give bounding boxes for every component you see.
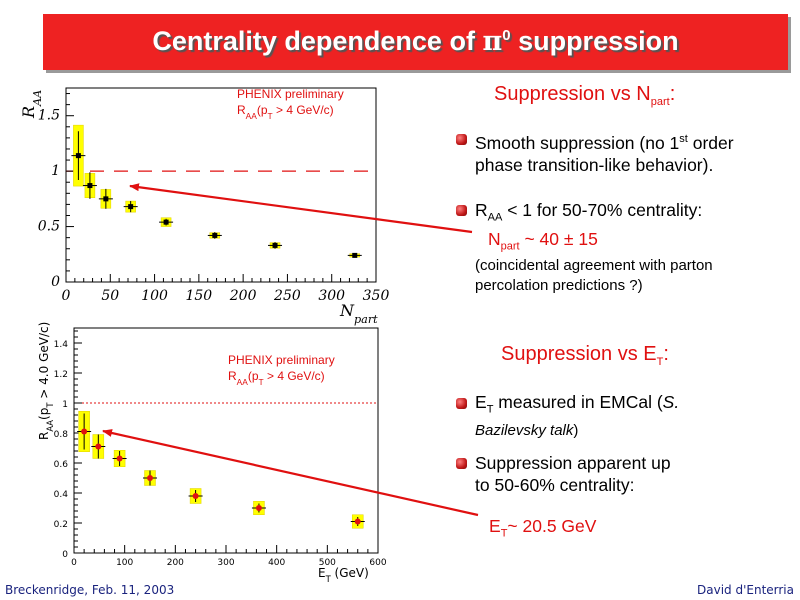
x-tick-label: 100 <box>116 558 133 568</box>
chart-rAA-vs-et: 0 100 200 300 400 500 600 0 0.2 0.4 0.6 0.8 1 1.2 1.4 P… <box>37 322 387 584</box>
data-point <box>128 204 134 210</box>
y-axis-label: RAA(pT > 4.0 GeV/c) <box>37 322 55 440</box>
y-tick-label: 1.5 <box>38 108 60 124</box>
y-axis-label: RAA <box>19 90 44 119</box>
y-tick-label: 0.2 <box>54 520 68 530</box>
x-tick-label: 0 <box>62 288 71 304</box>
data-point <box>95 443 102 450</box>
annotation-line2: RAA(pT > 4 GeV/c) <box>228 369 325 387</box>
x-tick-label: 300 <box>217 558 234 568</box>
data-point <box>87 183 93 189</box>
section1-note: (coincidental agreement with parton perc… <box>475 257 713 294</box>
x-tick-label: 100 <box>141 288 168 304</box>
data-point <box>272 242 278 248</box>
chart-rAA-vs-npart: 0 50 100 150 200 250 300 350 0 0.5 1 1.5 PHENIX prel… <box>19 87 389 326</box>
data-point <box>116 455 123 462</box>
annotation-arrows <box>102 183 479 517</box>
data-point <box>163 219 169 225</box>
npart-value: Npart ~ 40 ± 15 <box>488 229 598 253</box>
x-axis-label: Npart <box>339 301 378 326</box>
y-tick-label: 1.4 <box>54 340 69 350</box>
section2-heading: Suppression vs ET: <box>501 343 669 368</box>
annotation-line1: PHENIX preliminary <box>237 87 344 101</box>
annotation-line2: RAA(pT > 4 GeV/c) <box>237 103 334 121</box>
data-point <box>103 196 109 202</box>
arrow-npart <box>129 183 473 234</box>
x-tick-label: 200 <box>167 558 184 568</box>
section1-heading: Suppression vs Npart: <box>494 83 676 108</box>
x-tick-label: 50 <box>101 288 119 304</box>
section1-bullet1: Smooth suppression (no 1st order phase t… <box>475 132 734 175</box>
y-tick-label: 1.2 <box>54 370 68 380</box>
x-tick-label: 400 <box>268 558 285 568</box>
y-tick-label: 0.8 <box>54 430 69 440</box>
data-point <box>212 232 218 238</box>
data-point <box>81 428 88 435</box>
x-tick-label: 350 <box>363 288 390 304</box>
y-tick-label: 1 <box>51 163 60 179</box>
slide-title: Centrality dependence of π0 suppression <box>152 26 679 57</box>
data-point <box>354 518 361 525</box>
bullet-icon <box>456 134 467 145</box>
annotation-line1: PHENIX preliminary <box>228 353 335 367</box>
section1-bullet2: RAA < 1 for 50-70% centrality: <box>475 200 703 224</box>
x-tick-label: 150 <box>185 288 212 304</box>
x-axis-label: ET (GeV) <box>318 566 369 584</box>
x-tick-label: 0 <box>71 558 77 568</box>
data-point <box>255 505 262 511</box>
section2-bullet2: Suppression apparent up to 50-60% centra… <box>475 453 671 495</box>
data-point <box>352 252 358 258</box>
et-value: ET~ 20.5 GeV <box>489 516 597 540</box>
x-tick-label: 250 <box>273 288 301 304</box>
y-tick-label: 0 <box>51 274 60 290</box>
y-tick-label: 0.5 <box>38 219 60 235</box>
footer-left: Breckenridge, Feb. 11, 2003 <box>5 583 175 597</box>
plot-frame <box>65 87 377 283</box>
y-tick-label: 0.6 <box>54 460 69 470</box>
data-point <box>147 475 153 481</box>
x-tick-label: 200 <box>229 288 257 304</box>
footer-right: David d'Enterria <box>697 583 794 597</box>
y-tick-label: 0 <box>62 550 68 560</box>
y-tick-label: 1 <box>62 400 68 410</box>
x-tick-label: 300 <box>318 288 345 304</box>
title-bar: Centrality dependence of π0 suppression <box>43 14 788 70</box>
section2-bullet1: ET measured in EMCal (S. Bazilevsky talk… <box>475 392 680 439</box>
y-tick-label: 0.4 <box>54 490 69 500</box>
arrow-et <box>102 429 479 517</box>
x-tick-label: 500 <box>319 558 336 568</box>
bullet-icon <box>456 458 467 469</box>
x-tick-label: 600 <box>369 558 386 568</box>
data-point <box>75 153 81 159</box>
bullet-icon <box>456 398 467 409</box>
bullet-icon <box>456 205 467 216</box>
data-point <box>192 493 199 499</box>
